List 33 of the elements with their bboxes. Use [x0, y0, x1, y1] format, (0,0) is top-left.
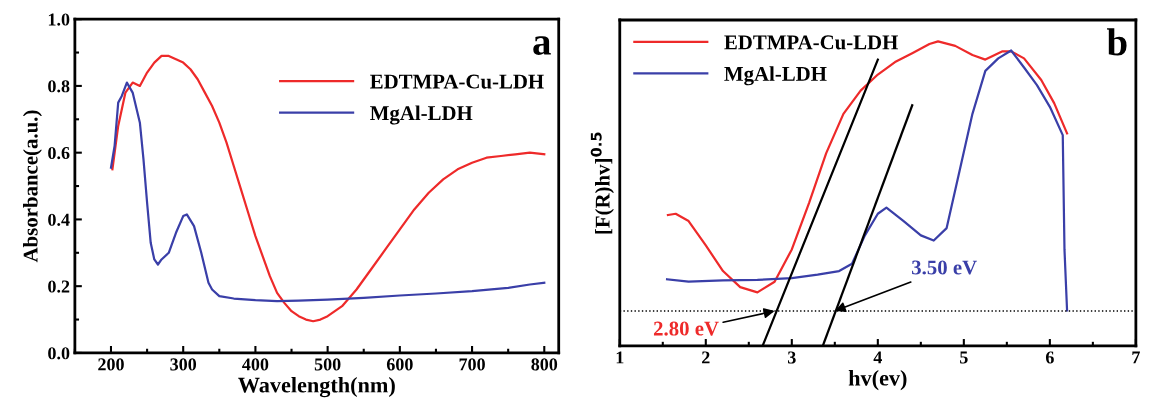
x-tick-label: 5: [960, 351, 968, 364]
y-tick-label: 0.4: [48, 213, 70, 226]
y-tick-label: 0.8: [48, 80, 70, 93]
x-tick-label: 3: [787, 351, 796, 364]
y-tick-label: 1.0: [48, 13, 70, 26]
y-axis-title: [F(R)hv]$^{0.5}$: [590, 132, 614, 234]
legend-label: MgAl-LDH: [370, 105, 473, 125]
line-series: [111, 54, 546, 323]
x-tick-label: 1: [616, 351, 624, 364]
annotation: b: [1107, 28, 1127, 56]
legend-label: EDTMPA-Cu-LDH: [724, 35, 898, 50]
legend-label: EDTMPA-Cu-LDH: [370, 74, 544, 89]
y-tick-label: 0.6: [48, 146, 70, 160]
annotation: 2.80 eV: [653, 321, 719, 336]
x-tick-label: 800: [531, 358, 558, 371]
x-tick-label: 6: [1045, 351, 1054, 364]
x-axis-title: hv(ev): [848, 370, 907, 391]
x-tick-label: 2: [702, 351, 710, 364]
x-tick-label: 4: [873, 351, 882, 364]
y-axis-title: Absorbance(a.u.): [23, 110, 42, 263]
x-axis-title: Wavelength(nm): [238, 376, 395, 398]
annotation: 3.50 eV: [911, 260, 977, 275]
annotation: a: [533, 36, 551, 55]
y-tick-label: 0.2: [48, 280, 70, 293]
x-tick-label: 300: [170, 358, 197, 371]
x-tick-label: 400: [242, 358, 269, 371]
x-tick-label: 700: [459, 358, 485, 371]
x-tick-label: 500: [314, 358, 341, 371]
legend-label: MgAl-LDH: [724, 66, 827, 86]
x-tick-label: 600: [386, 358, 413, 371]
x-tick-label: 200: [98, 358, 124, 371]
y-tick-label: 0.0: [48, 347, 70, 360]
x-tick-label: 7: [1132, 351, 1140, 364]
